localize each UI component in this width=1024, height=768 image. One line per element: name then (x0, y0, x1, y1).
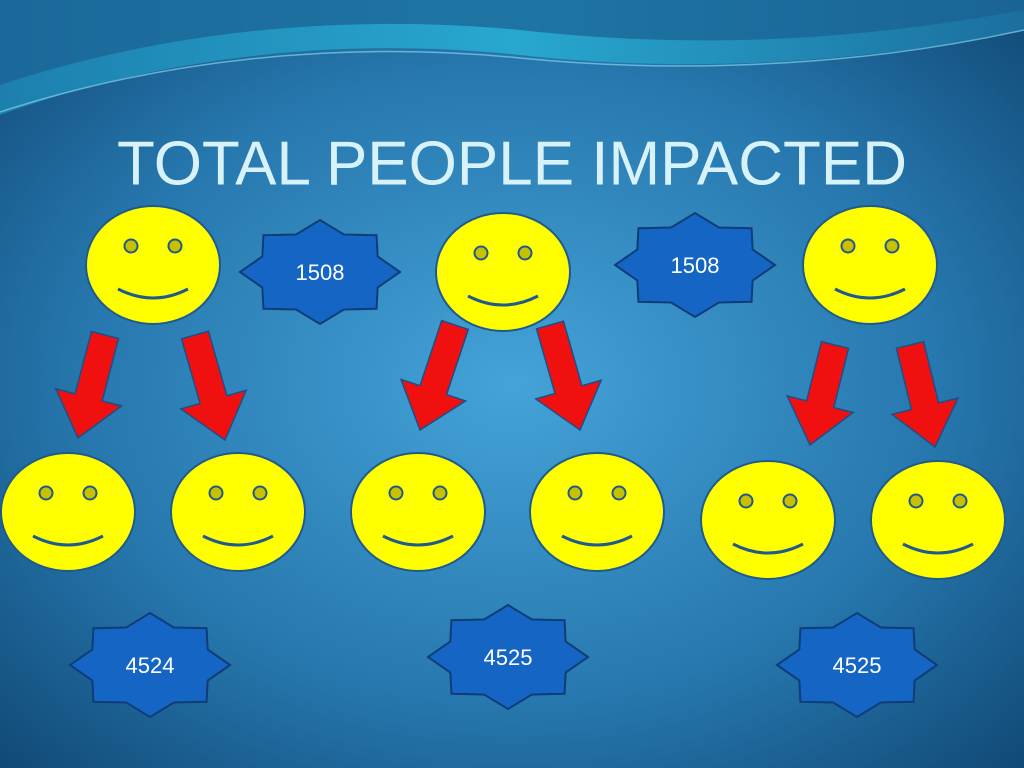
smiley (700, 460, 836, 580)
smiley-mouth (732, 542, 804, 555)
smiley (435, 212, 571, 332)
smiley-eye (252, 485, 268, 501)
smiley-eye (884, 238, 900, 254)
smiley (85, 205, 221, 325)
smiley-face (870, 460, 1006, 580)
smiley-mouth (834, 287, 906, 300)
smiley-face (350, 452, 486, 572)
badge-label: 4524 (126, 653, 175, 678)
smiley-eye (611, 485, 627, 501)
smiley-face (85, 205, 221, 325)
smiley (0, 452, 136, 572)
smiley-eye (908, 493, 924, 509)
badge: 1508 (238, 218, 402, 326)
badge-star (68, 611, 232, 719)
smiley-eye (82, 485, 98, 501)
smiley-eye (167, 238, 183, 254)
smiley-eye (517, 245, 533, 261)
smiley-eye (473, 245, 489, 261)
smiley-eye (567, 485, 583, 501)
wave-band-dark (0, 0, 1024, 85)
smiley-eye (840, 238, 856, 254)
arrow (399, 319, 470, 432)
smiley-face (802, 205, 938, 325)
smiley (870, 460, 1006, 580)
badge-label: 1508 (671, 253, 720, 278)
badge-label: 4525 (833, 653, 882, 678)
smiley-face (529, 452, 665, 572)
badge-label: 4525 (484, 645, 533, 670)
smiley (529, 452, 665, 572)
arrow (890, 340, 960, 449)
smiley-face (170, 452, 306, 572)
badge: 4524 (68, 611, 232, 719)
smiley-eye (388, 485, 404, 501)
smiley (802, 205, 938, 325)
smiley-face (0, 452, 136, 572)
badge-star (238, 218, 402, 326)
badge: 4525 (426, 603, 590, 711)
smiley-eye (782, 493, 798, 509)
smiley-mouth (382, 534, 454, 547)
smiley-mouth (32, 534, 104, 547)
smiley-mouth (902, 542, 974, 555)
smiley-mouth (202, 534, 274, 547)
smiley-eye (952, 493, 968, 509)
title: TOTAL PEOPLE IMPACTED (117, 129, 907, 198)
badge: 4525 (775, 611, 939, 719)
smiley-eye (208, 485, 224, 501)
arrow (534, 320, 603, 432)
arrow (179, 330, 248, 442)
arrow (785, 340, 855, 447)
smiley (350, 452, 486, 572)
badge: 1508 (613, 211, 777, 319)
smiley-eye (38, 485, 54, 501)
shapes: 1508 1508 4524 4525 4525 (0, 205, 1006, 719)
badge-label: 1508 (296, 260, 345, 285)
smiley (170, 452, 306, 572)
smiley-eye (738, 493, 754, 509)
smiley-face (700, 460, 836, 580)
smiley-face (435, 212, 571, 332)
badge-star (775, 611, 939, 719)
smiley-eye (432, 485, 448, 501)
badge-star (613, 211, 777, 319)
arrow (54, 330, 124, 440)
smiley-mouth (561, 534, 633, 547)
wave-line (0, 29, 1024, 113)
badge-star (426, 603, 590, 711)
smiley-eye (123, 238, 139, 254)
smiley-mouth (117, 287, 189, 300)
smiley-mouth (467, 294, 539, 307)
